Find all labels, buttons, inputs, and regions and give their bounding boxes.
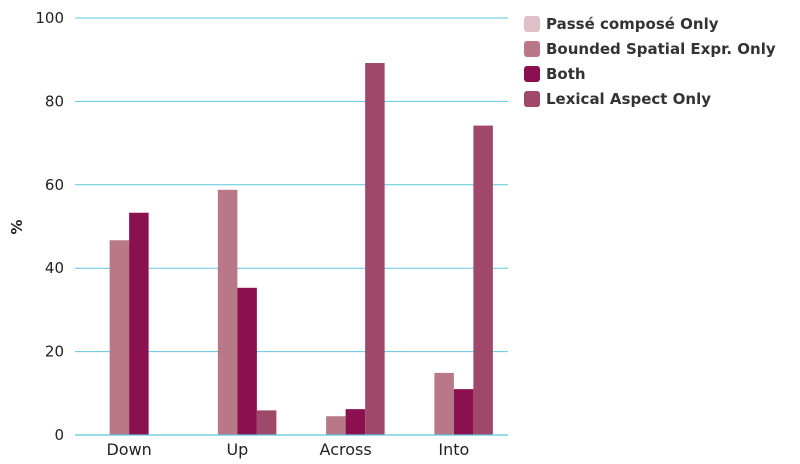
- y-tick-label: 0: [54, 426, 64, 444]
- legend-swatch: [524, 41, 540, 57]
- bar-across-series-2: [345, 409, 366, 435]
- bar-across-series-3: [365, 63, 385, 435]
- bar-down-series-2: [129, 212, 149, 435]
- bar-into-series-1: [434, 372, 454, 435]
- bar-up-series-2: [237, 287, 257, 435]
- legend-swatch: [524, 16, 540, 32]
- bar-into-series-2: [453, 389, 474, 435]
- bars: [109, 63, 493, 435]
- legend-swatch: [524, 91, 540, 107]
- legend: Passé composé Only Bounded Spatial Expr. …: [524, 15, 776, 108]
- y-tick-label: 100: [35, 9, 64, 27]
- legend-swatch: [524, 66, 540, 82]
- x-tick-label: Into: [438, 440, 469, 459]
- legend-label: Lexical Aspect Only: [546, 90, 711, 108]
- y-tick-label: 40: [45, 259, 64, 277]
- x-tick-label: Across: [320, 440, 372, 459]
- bar-up-series-3: [256, 410, 277, 435]
- legend-label: Passé composé Only: [546, 15, 719, 33]
- bar-across-series-1: [326, 416, 346, 435]
- legend-label: Both: [546, 65, 586, 83]
- y-tick-label: 20: [45, 343, 64, 361]
- y-axis-ticks: 0 20 40 60 80 100: [35, 9, 64, 444]
- y-tick-label: 60: [45, 176, 64, 194]
- bar-into-series-3: [473, 125, 493, 435]
- legend-label: Bounded Spatial Expr. Only: [546, 40, 776, 58]
- bar-up-series-1: [217, 189, 238, 435]
- x-tick-label: Down: [106, 440, 151, 459]
- y-axis-label: %: [8, 219, 26, 234]
- bar-down-series-1: [109, 240, 130, 435]
- x-axis-categories: Down Up Across Into: [106, 440, 469, 459]
- y-tick-label: 80: [45, 92, 64, 110]
- x-tick-label: Up: [226, 440, 248, 459]
